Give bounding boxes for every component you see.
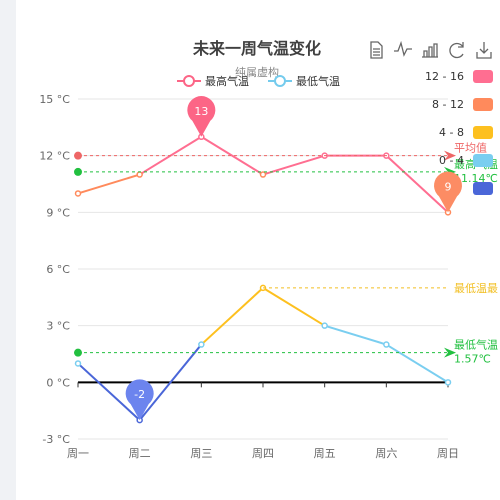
data-view-icon-shape — [370, 41, 383, 59]
pin-high-max: 13 — [187, 96, 216, 137]
series-segment — [385, 154, 449, 214]
bar-chart-icon-shape — [422, 43, 438, 58]
series-segment — [77, 173, 140, 195]
low-avg-label: 最低气温 — [454, 338, 498, 352]
y-tick-label: -3 °C — [42, 433, 70, 446]
restore-icon — [449, 42, 464, 59]
visual-map-swatch — [473, 70, 493, 83]
pin-low-min-label: -2 — [134, 388, 145, 401]
y-tick-label: 12 °C — [39, 150, 70, 163]
pin-high-min-label: 9 — [445, 180, 452, 193]
legend-label: 最低气温 — [296, 74, 340, 88]
data-point — [259, 171, 267, 178]
visual-map-swatch — [473, 154, 493, 167]
visual-map: 12 - 16 8 - 12 4 - 8 0 - 4 — [425, 70, 493, 195]
save-image-icon-shape — [476, 42, 492, 59]
legend-marker — [183, 75, 195, 87]
data-point — [383, 341, 390, 348]
data-point — [321, 322, 328, 329]
series-segment — [77, 362, 141, 421]
legend-marker — [274, 75, 286, 87]
save-image-icon — [476, 42, 492, 59]
y-tick-label: 3 °C — [46, 320, 70, 333]
series-segment — [262, 154, 325, 176]
y-tick-label: 0 °C — [46, 376, 70, 389]
visual-map-swatch — [473, 98, 493, 111]
low-avg-arrow — [444, 347, 456, 358]
series-segment — [262, 287, 326, 327]
pin-high-max-shape — [187, 96, 216, 137]
high-avg-label: 平均值 — [454, 142, 487, 155]
data-point — [74, 190, 82, 197]
legend-label: 最高气温 — [205, 74, 249, 88]
x-tick-label: 周二 — [129, 447, 151, 460]
visual-map-label: 12 - 16 — [425, 70, 464, 83]
x-tick-label: 周三 — [190, 447, 212, 460]
pin-low-min: -2 — [125, 379, 154, 421]
legend: 最高气温 最低气温 — [177, 74, 340, 88]
bar-chart-icon — [422, 43, 438, 58]
series-segment — [324, 324, 387, 346]
restore-icon-shape — [449, 42, 464, 59]
x-tick-label: 周六 — [375, 447, 397, 460]
data-view-icon — [370, 41, 383, 59]
data-point — [198, 341, 205, 348]
series-segment — [200, 135, 264, 176]
low-max-label: 最低温最 — [454, 282, 498, 295]
chart-subtitle: 纯属虚构 — [235, 65, 279, 79]
x-tick-label: 周一 — [67, 447, 89, 460]
x-tick-label: 周四 — [252, 447, 274, 460]
low-avg-label2: 1.57℃ — [454, 353, 491, 366]
pin-high-min: 9 — [434, 171, 462, 213]
data-point — [74, 360, 82, 367]
line-chart-icon-shape — [394, 40, 412, 57]
pin-high-max-label: 13 — [194, 105, 208, 118]
chart-title: 未来一周气温变化 — [192, 39, 321, 58]
y-tick-label: 9 °C — [46, 206, 70, 219]
visual-map-label: 8 - 12 — [432, 98, 464, 111]
x-tick-label: 周五 — [314, 447, 336, 460]
y-tick-label: 15 °C — [39, 93, 70, 106]
data-point — [444, 379, 452, 386]
y-tick-label: 6 °C — [46, 263, 70, 276]
high-avg-arrow — [444, 150, 456, 161]
series-segment — [200, 287, 264, 346]
toolbox — [370, 40, 492, 59]
series-segment — [138, 343, 203, 421]
pin-high-min-shape — [434, 171, 462, 213]
data-point — [136, 171, 143, 178]
visual-map-swatch — [473, 182, 493, 195]
visual-map-label: 4 - 8 — [439, 126, 464, 139]
line-chart-icon — [394, 40, 412, 57]
x-tick-label: 周日 — [437, 447, 459, 460]
series-segment — [385, 343, 449, 384]
visual-map-swatch — [473, 126, 493, 139]
pin-low-min-shape — [125, 379, 154, 421]
visual-map-label: 0 - 4 — [439, 154, 464, 167]
high-avg2-label2: 11.14℃ — [454, 172, 498, 185]
chart-card — [16, 0, 500, 500]
plot-area: -3 °C 0 °C 3 °C 6 °C 9 °C 12 °C 15 °C 周一 周二 周三 周四 周… — [39, 93, 498, 460]
